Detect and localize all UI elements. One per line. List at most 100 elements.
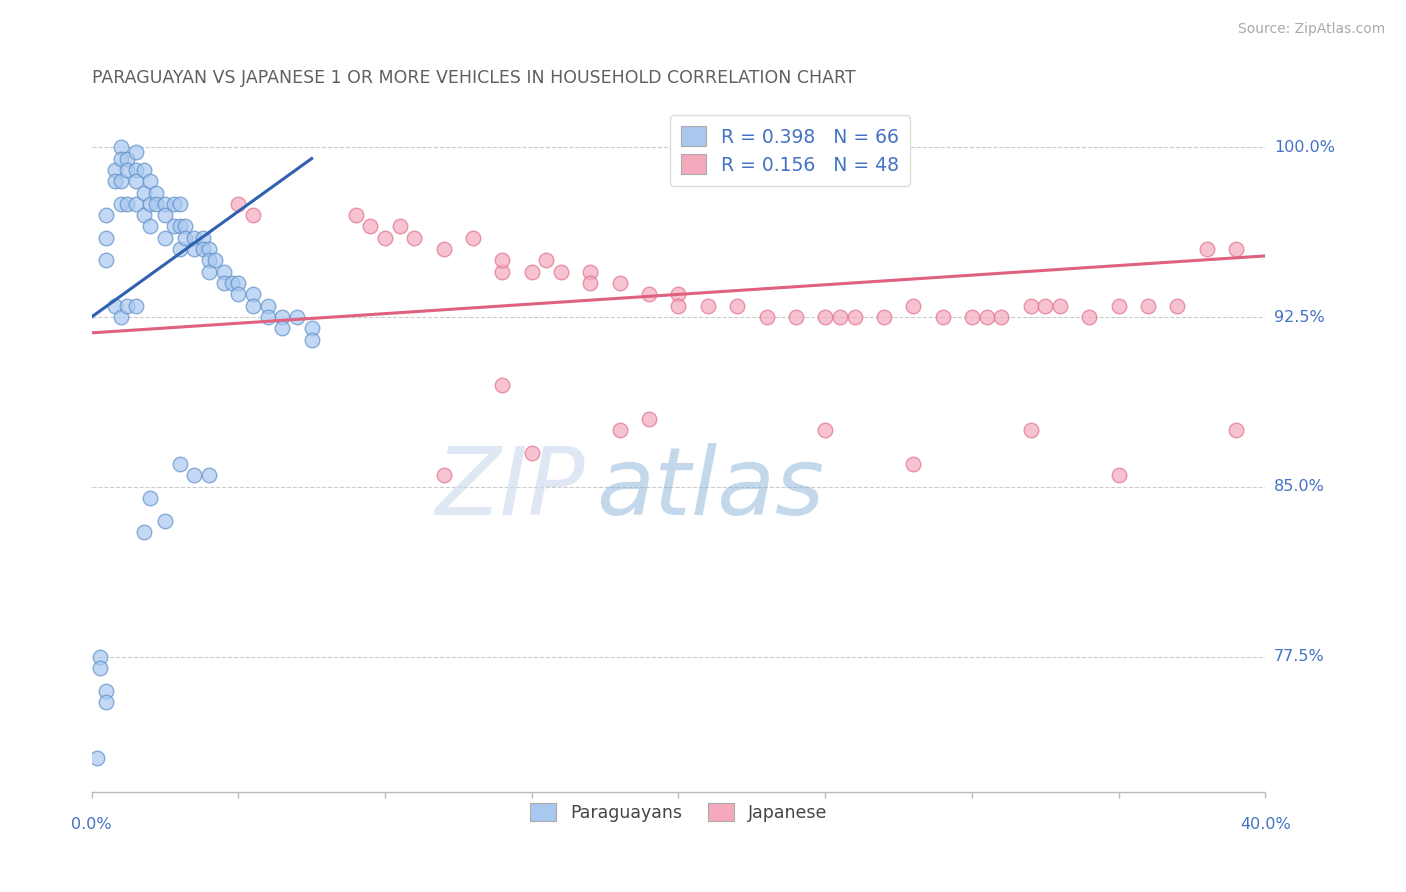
Point	[433, 242, 456, 256]
Point	[134, 524, 156, 539]
Point	[110, 197, 132, 211]
Text: Source: ZipAtlas.com: Source: ZipAtlas.com	[1237, 22, 1385, 37]
Point	[903, 457, 925, 471]
Point	[638, 287, 661, 301]
Point	[226, 287, 249, 301]
Point	[115, 162, 138, 177]
Point	[139, 174, 162, 188]
Point	[191, 242, 214, 256]
Point	[931, 310, 953, 324]
Point	[536, 253, 558, 268]
Point	[153, 197, 176, 211]
Point	[960, 310, 983, 324]
Point	[1033, 299, 1056, 313]
Point	[990, 310, 1012, 324]
Point	[1108, 468, 1130, 483]
Point	[374, 231, 396, 245]
Point	[104, 162, 127, 177]
Point	[242, 287, 264, 301]
Point	[139, 197, 162, 211]
Point	[198, 468, 221, 483]
Point	[221, 276, 243, 290]
Point	[163, 219, 186, 234]
Point	[110, 140, 132, 154]
Point	[696, 299, 718, 313]
Point	[110, 174, 132, 188]
Point	[89, 661, 111, 675]
Point	[124, 145, 146, 159]
Point	[609, 423, 631, 437]
Point	[755, 310, 778, 324]
Point	[134, 208, 156, 222]
Point	[226, 197, 249, 211]
Point	[579, 265, 602, 279]
Point	[183, 242, 205, 256]
Point	[404, 231, 426, 245]
Text: 0.0%: 0.0%	[72, 817, 112, 832]
Text: 77.5%: 77.5%	[1274, 649, 1324, 664]
Point	[169, 197, 191, 211]
Text: 40.0%: 40.0%	[1240, 817, 1291, 832]
Point	[725, 299, 748, 313]
Point	[153, 208, 176, 222]
Point	[115, 197, 138, 211]
Point	[134, 162, 156, 177]
Point	[124, 174, 146, 188]
Point	[271, 310, 294, 324]
Point	[169, 457, 191, 471]
Point	[1195, 242, 1218, 256]
Point	[256, 299, 278, 313]
Point	[359, 219, 381, 234]
Point	[1078, 310, 1101, 324]
Point	[124, 162, 146, 177]
Point	[174, 231, 197, 245]
Text: PARAGUAYAN VS JAPANESE 1 OR MORE VEHICLES IN HOUSEHOLD CORRELATION CHART: PARAGUAYAN VS JAPANESE 1 OR MORE VEHICLE…	[91, 69, 855, 87]
Point	[124, 197, 146, 211]
Point	[145, 197, 167, 211]
Point	[115, 152, 138, 166]
Point	[153, 514, 176, 528]
Text: 85.0%: 85.0%	[1274, 479, 1324, 494]
Point	[256, 310, 278, 324]
Point	[212, 265, 235, 279]
Point	[433, 468, 456, 483]
Point	[174, 219, 197, 234]
Point	[89, 649, 111, 664]
Point	[145, 186, 167, 200]
Legend: Paraguayans, Japanese: Paraguayans, Japanese	[523, 796, 834, 829]
Point	[104, 299, 127, 313]
Point	[491, 378, 513, 392]
Point	[785, 310, 807, 324]
Point	[110, 152, 132, 166]
Point	[388, 219, 411, 234]
Point	[198, 253, 221, 268]
Point	[183, 231, 205, 245]
Point	[668, 287, 690, 301]
Point	[242, 299, 264, 313]
Point	[461, 231, 484, 245]
Point	[153, 231, 176, 245]
Point	[96, 695, 118, 709]
Point	[271, 321, 294, 335]
Point	[212, 276, 235, 290]
Point	[1225, 423, 1247, 437]
Point	[579, 276, 602, 290]
Point	[1049, 299, 1071, 313]
Point	[1108, 299, 1130, 313]
Point	[301, 321, 323, 335]
Point	[814, 310, 837, 324]
Point	[1019, 299, 1042, 313]
Point	[1166, 299, 1188, 313]
Point	[163, 197, 186, 211]
Point	[124, 299, 146, 313]
Point	[638, 412, 661, 426]
Point	[226, 276, 249, 290]
Point	[903, 299, 925, 313]
Point	[344, 208, 367, 222]
Point	[550, 265, 572, 279]
Point	[169, 219, 191, 234]
Point	[668, 299, 690, 313]
Point	[139, 491, 162, 505]
Point	[110, 310, 132, 324]
Point	[491, 265, 513, 279]
